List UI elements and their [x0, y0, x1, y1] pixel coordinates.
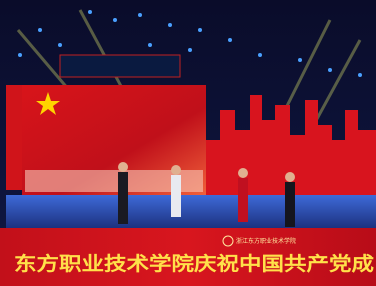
top-sign: [60, 55, 180, 77]
logo-name: 浙江东方职业技术学院: [236, 237, 296, 245]
stage-floor: [6, 195, 376, 230]
page: 浙江东方职业技术学院 东方职业技术学院庆祝中国共产党成 (() => { con…: [0, 0, 376, 286]
stage-photo: 浙江东方职业技术学院 东方职业技术学院庆祝中国共产党成: [0, 0, 376, 286]
banner-text: 东方职业技术学院庆祝中国共产党成: [14, 252, 374, 275]
side-screen: [6, 85, 22, 190]
